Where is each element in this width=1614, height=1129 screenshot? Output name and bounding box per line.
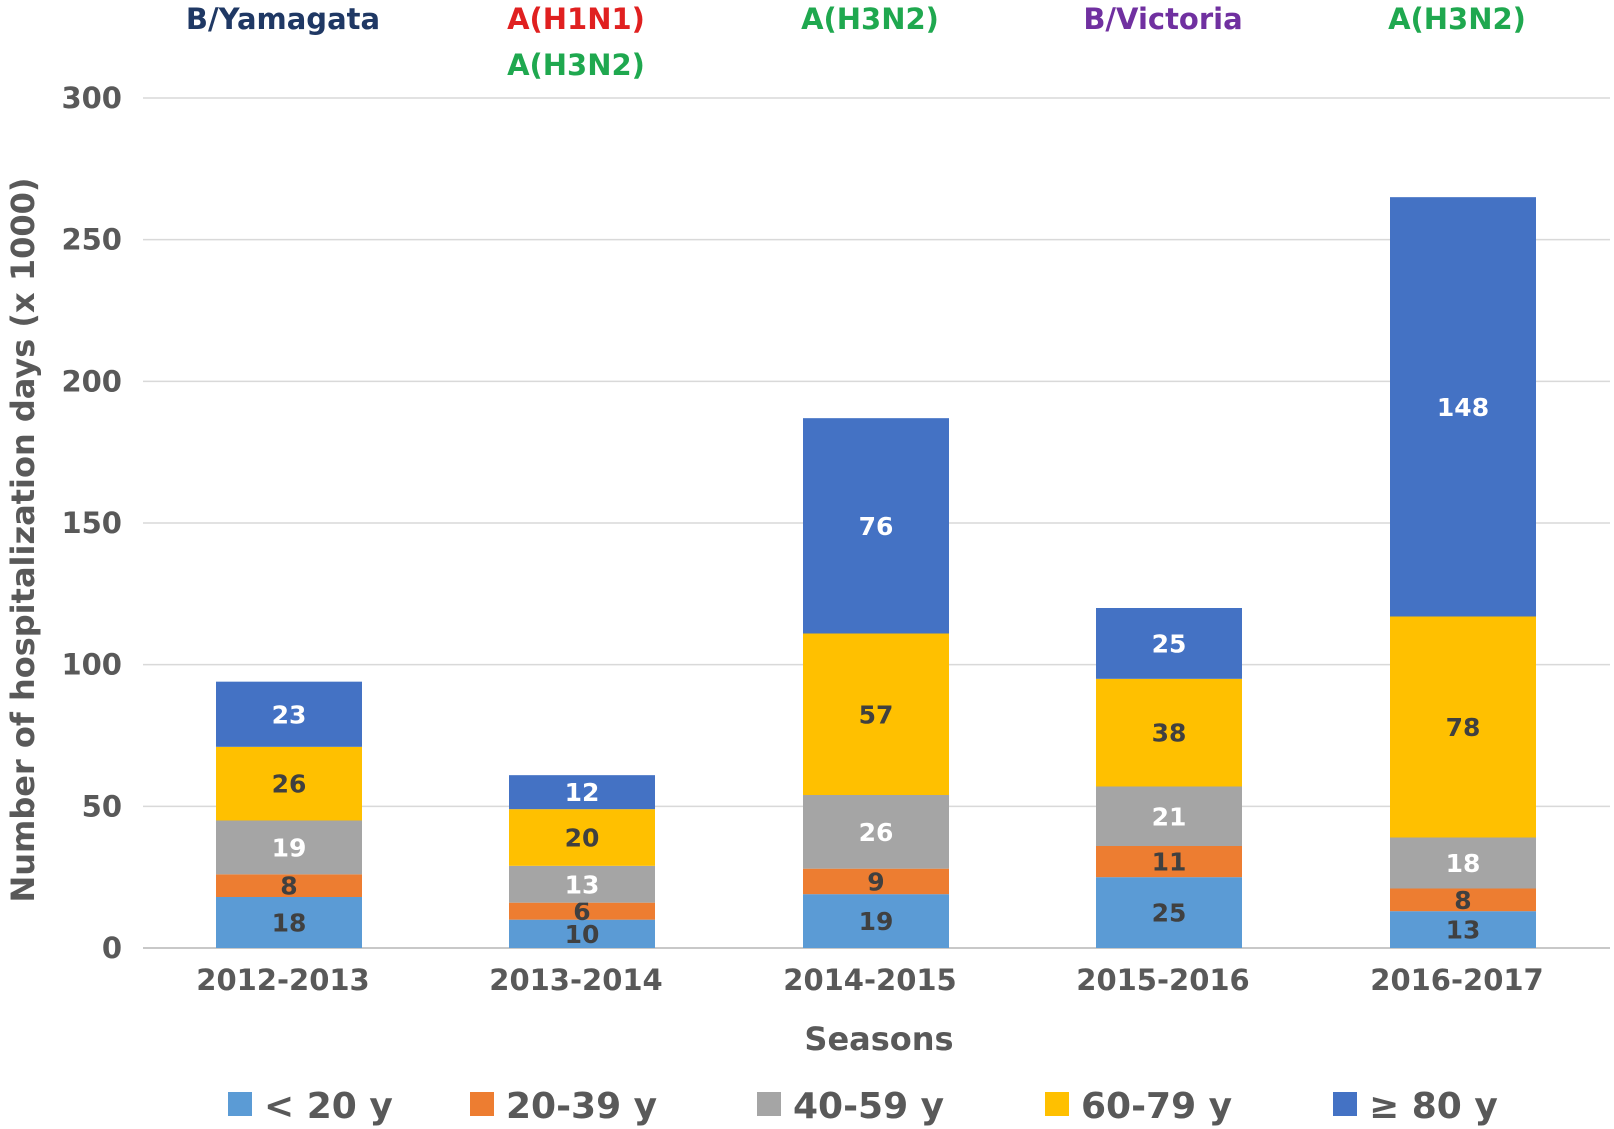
bar-segment <box>803 633 949 795</box>
strain-label: B/Yamagata <box>186 2 380 36</box>
legend: < 20 y 20-39 y 40-59 y 60-79 y ≥ 80 y <box>228 1086 1498 1127</box>
data-label: 26 <box>272 770 307 799</box>
y-tick-label: 250 <box>61 223 122 257</box>
x-axis-ticks: 2012-2013 2013-2014 2014-2015 2015-2016 2016… <box>196 963 1543 997</box>
bar-segment <box>1390 888 1536 912</box>
legend-swatch <box>1045 1092 1069 1116</box>
data-label: 21 <box>1152 802 1187 831</box>
data-label: 8 <box>1454 886 1471 915</box>
bar-segment <box>1096 678 1242 787</box>
legend-label: < 20 y <box>264 1086 393 1127</box>
y-tick-label: 200 <box>61 364 122 398</box>
y-tick-label: 100 <box>61 648 122 682</box>
bar-segment <box>1096 786 1242 846</box>
legend-label: ≥ 80 y <box>1369 1086 1498 1127</box>
x-tick-label: 2016-2017 <box>1370 963 1543 997</box>
bar-segment <box>803 894 949 948</box>
bar-segment <box>803 795 949 869</box>
y-tick-label: 300 <box>61 81 122 115</box>
y-tick-label: 50 <box>82 789 122 823</box>
data-label: 25 <box>1152 899 1187 928</box>
strain-label: A(H1N1) <box>507 2 645 36</box>
legend-label: 20-39 y <box>506 1086 657 1127</box>
data-label: 11 <box>1152 848 1187 877</box>
data-label: 57 <box>859 700 894 729</box>
data-label: 78 <box>1446 713 1481 742</box>
legend-swatch <box>1333 1092 1357 1116</box>
bar-segment <box>216 681 362 747</box>
legend-label: 40-59 y <box>793 1086 944 1127</box>
bar-segment <box>1390 197 1536 617</box>
data-label: 23 <box>272 700 307 729</box>
bar-segment <box>216 874 362 897</box>
bar-segment <box>509 809 655 866</box>
strain-label: A(H3N2) <box>507 48 645 82</box>
bar-segment <box>803 418 949 634</box>
data-label: 19 <box>272 833 307 862</box>
data-label: 25 <box>1152 629 1187 658</box>
bars: 1881926231061320121992657762511213825138… <box>216 197 1536 949</box>
bar-segment <box>1390 837 1536 889</box>
legend-swatch <box>228 1092 252 1116</box>
data-label: 26 <box>859 818 894 847</box>
data-label: 148 <box>1437 393 1489 422</box>
y-tick-label: 0 <box>102 931 122 965</box>
data-label: 12 <box>565 778 600 807</box>
x-tick-label: 2013-2014 <box>489 963 662 997</box>
data-label: 13 <box>565 870 600 899</box>
x-tick-label: 2015-2016 <box>1076 963 1249 997</box>
x-tick-label: 2014-2015 <box>783 963 956 997</box>
bar-segment <box>803 868 949 895</box>
strain-annotations: B/Yamagata A(H1N1) A(H3N2) A(H3N2) B/Victori… <box>186 2 1526 82</box>
strain-label: A(H3N2) <box>801 2 939 36</box>
strain-label: A(H3N2) <box>1388 2 1526 36</box>
data-label: 10 <box>565 920 600 949</box>
bar-segment <box>509 919 655 948</box>
bar-segment <box>1390 911 1536 948</box>
y-tick-label: 150 <box>61 506 122 540</box>
bar-segment <box>1096 846 1242 878</box>
data-label: 76 <box>859 512 894 541</box>
data-label: 18 <box>272 909 307 938</box>
bar-segment <box>216 897 362 948</box>
legend-swatch <box>470 1092 494 1116</box>
x-tick-label: 2012-2013 <box>196 963 369 997</box>
x-axis-title: Seasons <box>804 1020 953 1058</box>
data-label: 13 <box>1446 916 1481 945</box>
bar-segment <box>1096 877 1242 948</box>
y-axis-title: Number of hospitalization days (x 1000) <box>4 177 42 902</box>
data-label: 20 <box>565 824 600 853</box>
legend-label: 60-79 y <box>1081 1086 1232 1127</box>
bar-segment <box>509 865 655 903</box>
bar-segment <box>509 775 655 810</box>
data-label: 19 <box>859 907 894 936</box>
bar-segment <box>1096 608 1242 679</box>
data-label: 18 <box>1446 849 1481 878</box>
legend-swatch <box>757 1092 781 1116</box>
bar-segment <box>216 820 362 875</box>
bar-segment <box>1390 616 1536 838</box>
data-label: 38 <box>1152 719 1187 748</box>
data-label: 9 <box>867 867 884 896</box>
y-axis-ticks: 0 50 100 150 200 250 300 <box>61 81 122 965</box>
data-label: 8 <box>280 872 297 901</box>
strain-label: B/Victoria <box>1083 2 1242 36</box>
gridlines <box>143 97 1610 949</box>
bar-segment <box>509 902 655 920</box>
bar-segment <box>216 746 362 821</box>
data-label: 6 <box>573 897 590 926</box>
